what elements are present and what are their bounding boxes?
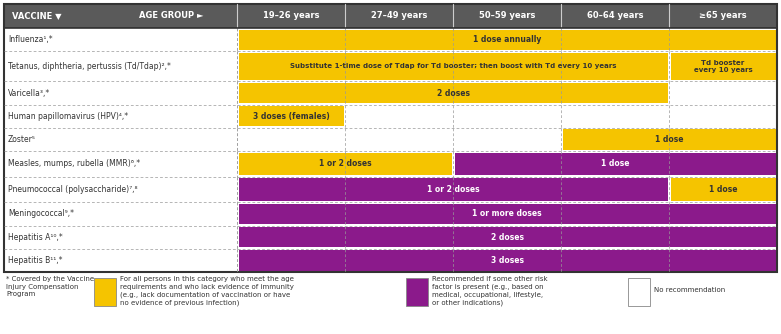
Text: Recommended if some other risk
factor is present (e.g., based on
medical, occupa: Recommended if some other risk factor is… [432,276,547,306]
Text: 3 doses (females): 3 doses (females) [253,112,330,121]
Text: Measles, mumps, rubella (MMR)⁶,*: Measles, mumps, rubella (MMR)⁶,* [8,159,140,168]
Bar [4,4,777,28]
Bar [4,51,237,81]
Bar [239,83,668,103]
Bar [237,249,777,272]
Text: Td booster
every 10 years: Td booster every 10 years [694,60,752,73]
Text: Pneumococcal (polysaccharide)⁷,⁸: Pneumococcal (polysaccharide)⁷,⁸ [8,185,137,194]
Text: Human papillomavirus (HPV)⁴,*: Human papillomavirus (HPV)⁴,* [8,112,128,121]
Text: 27–49 years: 27–49 years [371,11,427,20]
Bar [455,153,776,175]
Text: 1 or 2 doses: 1 or 2 doses [319,159,372,168]
Bar [239,29,776,50]
Bar [237,202,777,225]
Text: 1 dose: 1 dose [709,185,737,194]
Bar [4,202,237,225]
Bar [239,204,776,224]
Bar [4,249,237,272]
Text: * Covered by the Vaccine
Injury Compensation
Program: * Covered by the Vaccine Injury Compensa… [6,276,95,297]
Bar [4,225,237,249]
Bar [4,128,237,151]
Bar [237,51,777,81]
Text: 1 or more doses: 1 or more doses [473,209,542,218]
Bar [237,151,777,177]
Bar [628,278,650,306]
Bar [239,53,668,80]
Bar [4,28,237,51]
Text: 2 doses: 2 doses [437,89,469,98]
Bar [239,178,668,201]
Bar [4,4,777,28]
Text: 1 or 2 doses: 1 or 2 doses [427,185,480,194]
Bar [239,129,560,150]
Text: Varicella³,*: Varicella³,* [8,89,50,98]
Text: Hepatitis B¹¹,*: Hepatitis B¹¹,* [8,256,62,265]
Bar [4,105,237,128]
Bar [237,81,777,105]
Bar [237,225,777,249]
Text: 1 dose: 1 dose [654,135,683,144]
Text: 19–26 years: 19–26 years [263,11,319,20]
Bar [4,81,237,105]
Text: No recommendation: No recommendation [654,287,726,293]
Text: 1 dose annually: 1 dose annually [473,35,541,44]
Text: Influenza¹,*: Influenza¹,* [8,35,52,44]
Bar [237,177,777,202]
Bar [4,4,777,272]
Text: 60–64 years: 60–64 years [587,11,644,20]
Bar [239,227,776,247]
Text: Substitute 1-time dose of Tdap for Td booster; then boost with Td every 10 years: Substitute 1-time dose of Tdap for Td bo… [290,63,616,69]
Text: Hepatitis A¹⁰,*: Hepatitis A¹⁰,* [8,233,62,241]
Bar [237,105,777,128]
Bar [239,153,451,175]
Text: 50–59 years: 50–59 years [479,11,536,20]
Bar [4,177,237,202]
Text: Zoster⁵: Zoster⁵ [8,135,36,144]
Text: Tetanus, diphtheria, pertussis (Td/Tdap)²,*: Tetanus, diphtheria, pertussis (Td/Tdap)… [8,62,171,71]
Text: VACCINE ▼: VACCINE ▼ [12,11,62,20]
Bar [671,178,776,201]
Bar [671,83,776,103]
Text: ≥65 years: ≥65 years [699,11,747,20]
Bar [347,106,776,127]
Bar [94,278,116,306]
Text: Meningococcal⁹,*: Meningococcal⁹,* [8,209,74,218]
Bar [239,250,776,271]
Text: 2 doses: 2 doses [490,233,524,241]
Bar [671,53,776,80]
Bar [562,129,776,150]
Bar [4,151,237,177]
Text: 1 dose: 1 dose [601,159,629,168]
Bar [239,106,344,127]
Bar [406,278,428,306]
Text: AGE GROUP ►: AGE GROUP ► [139,11,204,20]
Text: For all persons in this category who meet the age
requirements and who lack evid: For all persons in this category who mee… [120,276,294,306]
Text: 3 doses: 3 doses [490,256,524,265]
Bar [237,128,777,151]
Bar [237,28,777,51]
